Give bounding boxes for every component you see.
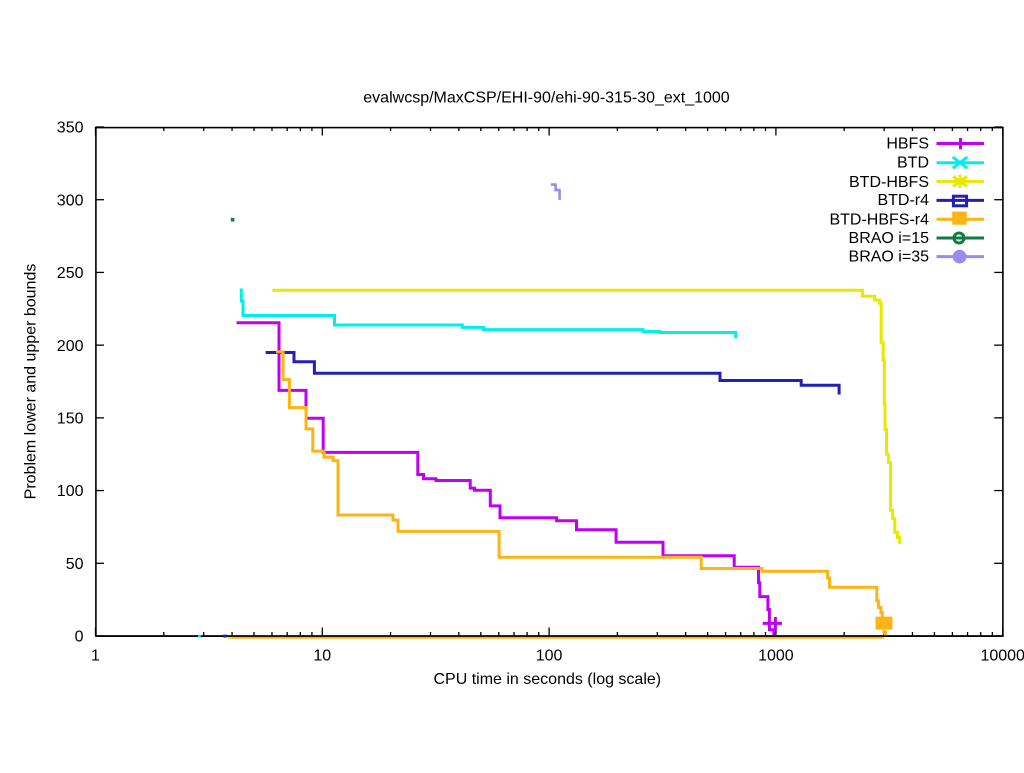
svg-text:1: 1: [91, 648, 100, 665]
svg-text:200: 200: [57, 338, 84, 355]
svg-text:1000: 1000: [758, 648, 794, 665]
svg-text:BTD-r4: BTD-r4: [877, 192, 929, 209]
svg-text:50: 50: [66, 556, 84, 573]
svg-text:Problem lower and upper bounds: Problem lower and upper bounds: [23, 264, 40, 500]
svg-text:0: 0: [75, 629, 84, 646]
svg-text:100: 100: [536, 648, 563, 665]
svg-text:BTD-HBFS-r4: BTD-HBFS-r4: [829, 211, 929, 228]
svg-text:BTD: BTD: [897, 155, 929, 172]
svg-text:CPU time in seconds (log scale: CPU time in seconds (log scale): [433, 671, 661, 688]
svg-text:350: 350: [57, 120, 84, 137]
svg-text:10: 10: [313, 648, 331, 665]
svg-text:BRAO i=35: BRAO i=35: [849, 249, 930, 266]
svg-text:300: 300: [57, 192, 84, 209]
svg-text:10000: 10000: [980, 648, 1024, 665]
svg-text:BTD-HBFS: BTD-HBFS: [849, 174, 929, 191]
svg-text:150: 150: [57, 411, 84, 428]
svg-text:250: 250: [57, 265, 84, 282]
svg-text:HBFS: HBFS: [886, 136, 929, 153]
svg-text:evalwcsp/MaxCSP/EHI-90/ehi-90-: evalwcsp/MaxCSP/EHI-90/ehi-90-315-30_ext…: [363, 90, 730, 107]
svg-text:BRAO i=15: BRAO i=15: [849, 230, 930, 247]
svg-text:100: 100: [57, 483, 84, 500]
